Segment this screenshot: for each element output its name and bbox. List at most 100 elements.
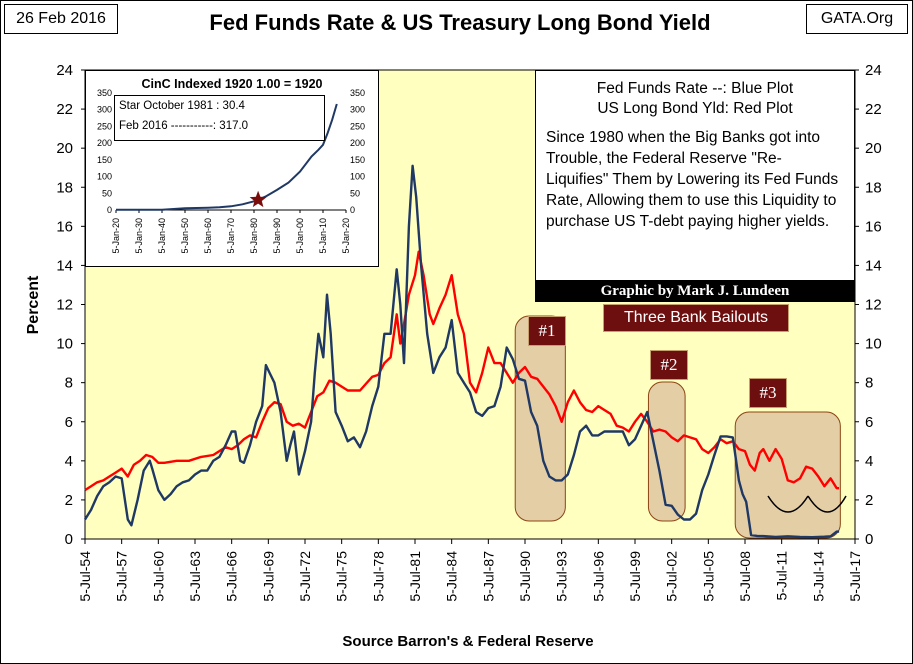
- smile-curve-left: [767, 495, 809, 513]
- y-tick-label-right: 22: [865, 101, 882, 118]
- y-tick-label: 20: [56, 140, 73, 157]
- inset-x-tick-label: 5-Jan-60: [203, 218, 213, 254]
- x-tick-label: 5-Jul-81: [407, 551, 423, 602]
- bailout-box-2: [647, 381, 686, 522]
- y-tick-label: 22: [56, 101, 73, 118]
- y-tick-label-right: 20: [865, 140, 882, 157]
- y-tick-label: 6: [65, 414, 73, 431]
- legend-blue: Fed Funds Rate --: Blue Plot: [596, 80, 794, 97]
- y-tick-label-right: 18: [865, 179, 882, 196]
- inset-x-tick-label: 5-Jan-50: [180, 218, 190, 254]
- inset-y-tick-label: 300: [97, 105, 112, 115]
- y-tick-label-right: 0: [865, 531, 873, 548]
- star-marker-icon: [249, 190, 267, 208]
- annotations: [767, 495, 847, 513]
- date-label: 26 Feb 2016: [4, 4, 118, 34]
- x-tick-label: 5-Jul-90: [517, 551, 533, 602]
- x-tick-label: 5-Jul-66: [224, 551, 240, 602]
- bailout-tag-3: #3: [749, 378, 787, 408]
- series-lines: [83, 164, 840, 539]
- y-axis-label: Percent: [25, 275, 42, 334]
- x-tick-label: 5-Jul-57: [114, 551, 130, 602]
- inset-y-tick-label-right: 0: [350, 205, 355, 215]
- x-tick-label: 5-Jul-02: [664, 551, 680, 602]
- y-tick-label-right: 14: [865, 257, 882, 274]
- inset-y-tick-label: 0: [107, 205, 112, 215]
- smile-curve-right: [807, 495, 847, 513]
- y-tick-label: 16: [56, 218, 73, 235]
- inset-x-tick-label: 5-Jan-20: [111, 218, 121, 254]
- y-tick-label-right: 12: [865, 297, 882, 314]
- inset-chart: CinC Indexed 1920 1.00 = 1920 0 0 50 50 100 1…: [85, 70, 379, 267]
- bailout-box-1: [514, 315, 566, 522]
- x-tick-label: 5-Jul-17: [847, 551, 863, 602]
- x-tick-label: 5-Jul-54: [77, 551, 93, 602]
- inset-y-tick-label: 100: [97, 172, 112, 182]
- y-tick-label: 14: [56, 257, 73, 274]
- y-tick-label-right: 8: [865, 375, 873, 392]
- inset-x-tick-label: 5-Jan-90: [272, 218, 282, 254]
- inset-y-tick-label-right: 150: [350, 155, 365, 165]
- x-tick-label: 5-Jul-11: [774, 551, 790, 601]
- y-tick-label: 2: [65, 492, 73, 509]
- y-tick-label: 24: [56, 62, 73, 79]
- inset-title: CinC Indexed 1920 1.00 = 1920: [141, 77, 323, 91]
- x-tick-label: 5-Jul-84: [444, 551, 460, 602]
- bailout-tag-2: #2: [650, 350, 688, 380]
- x-tick-label: 5-Jul-63: [187, 551, 203, 602]
- y-tick-label-right: 16: [865, 218, 882, 235]
- inset-x-tick-label: 5-Jan-70: [226, 218, 236, 254]
- bailout-box-3: [734, 411, 841, 539]
- inset-x-tick-label: 5-Jan-80: [249, 218, 259, 254]
- inset-y-tick-label-right: 200: [350, 138, 365, 148]
- x-tick-label: 5-Jul-87: [480, 551, 496, 602]
- x-tick-label: 5-Jul-78: [370, 551, 386, 602]
- x-tick-label: 5-Jul-05: [700, 551, 716, 602]
- inset-y-tick-label: 350: [97, 88, 112, 98]
- inset-axes: 0 0 50 50 100 100 150 150 200 200 250 250 300 300 350 3…: [97, 88, 365, 254]
- inset-series-line: [116, 103, 338, 211]
- inset-x-tick-label: 5-Jan-10: [318, 218, 328, 254]
- inset-y-tick-label-right: 250: [350, 121, 365, 131]
- inset-note: Star October 1981 : 30.4 Feb 2016 ------…: [114, 95, 325, 141]
- inset-note-line-2: Feb 2016 -----------: 317.0: [119, 120, 249, 132]
- y-tick-label: 4: [65, 453, 73, 470]
- bailout-tag-1: #1: [528, 316, 566, 346]
- inset-note-line-1: Star October 1981 : 30.4: [119, 100, 245, 112]
- y-tick-label: 10: [56, 336, 73, 353]
- source-site-label: GATA.Org: [806, 4, 908, 34]
- inset-y-tick-label-right: 350: [350, 88, 365, 98]
- y-tick-label: 0: [65, 531, 73, 548]
- y-tick-label-right: 6: [865, 414, 873, 431]
- y-tick-label: 8: [65, 375, 73, 392]
- inset-y-tick-label-right: 50: [350, 188, 360, 198]
- x-tick-label: 5-Jul-93: [554, 551, 570, 602]
- x-tick-label: 5-Jul-60: [150, 551, 166, 602]
- inset-y-tick-label: 250: [97, 121, 112, 131]
- y-tick-label: 18: [56, 179, 73, 196]
- x-axis: 5-Jul-54 5-Jul-57 5-Jul-60 5-Jul-63 5-Jul-66…: [77, 539, 863, 602]
- legend-box: Fed Funds Rate --: Blue Plot US Long Bon…: [535, 70, 855, 282]
- credit-banner: Graphic by Mark J. Lundeen: [535, 280, 855, 302]
- x-tick-label: 5-Jul-75: [334, 551, 350, 602]
- inset-y-tick-label: 200: [97, 138, 112, 148]
- y-tick-label-right: 10: [865, 336, 882, 353]
- legend-red: US Long Bond Yld: Red Plot: [597, 100, 793, 117]
- inset-x-tick-label: 5-Jan-30: [134, 218, 144, 254]
- inset-x-tick-label: 5-Jan-20: [341, 218, 351, 254]
- x-tick-label: 5-Jul-96: [590, 551, 606, 602]
- y-tick-label: 12: [56, 297, 73, 314]
- y-tick-label-right: 24: [865, 62, 882, 79]
- inset-y-tick-label: 50: [102, 188, 112, 198]
- chart-title: Fed Funds Rate & US Treasury Long Bond Y…: [209, 10, 711, 35]
- inset-x-tick-label: 5-Jan-00: [295, 218, 305, 254]
- x-tick-label: 5-Jul-69: [260, 551, 276, 602]
- legend-note: Since 1980 when the Big Banks got into T…: [546, 129, 839, 230]
- y-tick-label-right: 2: [865, 492, 873, 509]
- inset-series: [116, 103, 338, 211]
- inset-x-tick-label: 5-Jan-40: [157, 218, 167, 254]
- bailouts-label: Three Bank Bailouts: [603, 304, 789, 332]
- x-tick-label: 5-Jul-08: [737, 551, 753, 602]
- x-tick-label: 5-Jul-72: [297, 551, 313, 602]
